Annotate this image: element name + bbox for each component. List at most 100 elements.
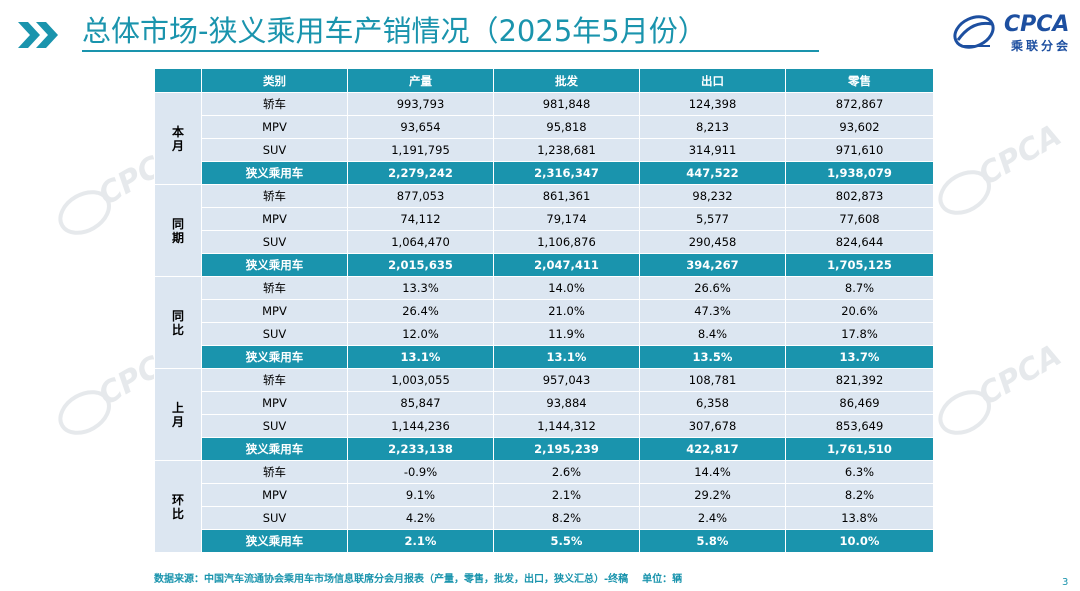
value-cell: 5,577 <box>639 207 786 231</box>
watermark-logo-icon: CPCA <box>938 340 1068 435</box>
value-cell: 1,144,236 <box>347 414 494 438</box>
category-cell: 轿车 <box>201 276 348 300</box>
table-total-row: 狭义乘用车 2,015,635 2,047,411 394,267 1,705,125 <box>155 253 934 277</box>
col-header: 产量 <box>347 68 494 93</box>
corner-cell <box>154 68 202 93</box>
group-label: 环比 <box>154 460 202 553</box>
value-cell: 47.3% <box>639 299 786 323</box>
category-cell: MPV <box>201 391 348 415</box>
value-cell: 6,358 <box>639 391 786 415</box>
category-cell: 轿车 <box>201 460 348 484</box>
category-cell: 轿车 <box>201 184 348 208</box>
category-cell: 狭义乘用车 <box>201 345 348 369</box>
value-cell: 74,112 <box>347 207 494 231</box>
category-cell: 轿车 <box>201 368 348 392</box>
category-cell: MPV <box>201 115 348 139</box>
value-cell: 821,392 <box>785 368 934 392</box>
value-cell: 4.2% <box>347 506 494 530</box>
value-cell: 13.7% <box>785 345 934 369</box>
value-cell: 2,279,242 <box>347 161 494 185</box>
value-cell: 29.2% <box>639 483 786 507</box>
unit-text: 单位：辆 <box>642 574 683 585</box>
value-cell: 14.4% <box>639 460 786 484</box>
value-cell: 861,361 <box>493 184 640 208</box>
value-cell: 1,106,876 <box>493 230 640 254</box>
table-row: SUV 12.0% 11.9% 8.4% 17.8% <box>155 322 934 346</box>
value-cell: 79,174 <box>493 207 640 231</box>
value-cell: 1,938,079 <box>785 161 934 185</box>
value-cell: 13.5% <box>639 345 786 369</box>
value-cell: 1,705,125 <box>785 253 934 277</box>
value-cell: 8.4% <box>639 322 786 346</box>
table-row: 环比 轿车 -0.9% 2.6% 14.4% 6.3% <box>154 460 934 553</box>
value-cell: 2,047,411 <box>493 253 640 277</box>
value-cell: 14.0% <box>493 276 640 300</box>
value-cell: 85,847 <box>347 391 494 415</box>
category-cell: 轿车 <box>201 92 348 116</box>
group-label-text: 环比 <box>171 492 184 521</box>
col-header: 零售 <box>785 68 934 93</box>
value-cell: 2,233,138 <box>347 437 494 461</box>
table-header-row: 类别 产量 批发 出口 零售 <box>154 68 934 93</box>
value-cell: 8,213 <box>639 115 786 139</box>
table-row: MPV 9.1% 2.1% 29.2% 8.2% <box>155 483 934 507</box>
value-cell: 13.8% <box>785 506 934 530</box>
category-cell: MPV <box>201 207 348 231</box>
table-row: SUV 1,064,470 1,106,876 290,458 824,644 <box>155 230 934 254</box>
value-cell: 877,053 <box>347 184 494 208</box>
value-cell: 957,043 <box>493 368 640 392</box>
value-cell: 422,817 <box>639 437 786 461</box>
category-cell: MPV <box>201 483 348 507</box>
value-cell: 13.3% <box>347 276 494 300</box>
logo-text-cn: 乘联分会 <box>1011 39 1072 53</box>
category-cell: 狭义乘用车 <box>201 161 348 185</box>
table-total-row: 狭义乘用车 13.1% 13.1% 13.5% 13.7% <box>155 345 934 369</box>
table-row: 同比 轿车 13.3% 14.0% 26.6% 8.7% <box>154 276 934 369</box>
value-cell: 2,316,347 <box>493 161 640 185</box>
value-cell: 1,003,055 <box>347 368 494 392</box>
value-cell: 13.1% <box>347 345 494 369</box>
value-cell: 2.1% <box>347 529 494 553</box>
table-total-row: 狭义乘用车 2.1% 5.5% 5.8% 10.0% <box>155 529 934 553</box>
value-cell: 981,848 <box>493 92 640 116</box>
group-label-text: 本月 <box>171 124 184 153</box>
value-cell: 394,267 <box>639 253 786 277</box>
source-note: 数据来源：中国汽车流通协会乘用车市场信息联席分会月报表（产量，零售，批发，出口，… <box>154 570 682 585</box>
value-cell: 872,867 <box>785 92 934 116</box>
value-cell: 5.8% <box>639 529 786 553</box>
category-cell: SUV <box>201 506 348 530</box>
category-cell: MPV <box>201 299 348 323</box>
value-cell: 5.5% <box>493 529 640 553</box>
value-cell: 20.6% <box>785 299 934 323</box>
value-cell: 95,818 <box>493 115 640 139</box>
group-label-text: 上月 <box>171 400 184 429</box>
group-label: 同比 <box>154 276 202 369</box>
value-cell: 971,610 <box>785 138 934 162</box>
category-cell: 狭义乘用车 <box>201 529 348 553</box>
group-label-text: 同比 <box>171 308 184 337</box>
value-cell: 17.8% <box>785 322 934 346</box>
value-cell: 1,144,312 <box>493 414 640 438</box>
value-cell: 993,793 <box>347 92 494 116</box>
value-cell: 447,522 <box>639 161 786 185</box>
value-cell: 2.6% <box>493 460 640 484</box>
logo-text-en: CPCA <box>1004 12 1070 37</box>
value-cell: 2,015,635 <box>347 253 494 277</box>
value-cell: -0.9% <box>347 460 494 484</box>
page-title: 总体市场-狭义乘用车产销情况（2025年5月份） <box>82 14 707 48</box>
value-cell: 93,654 <box>347 115 494 139</box>
value-cell: 853,649 <box>785 414 934 438</box>
value-cell: 93,602 <box>785 115 934 139</box>
value-cell: 26.4% <box>347 299 494 323</box>
category-cell: SUV <box>201 230 348 254</box>
value-cell: 307,678 <box>639 414 786 438</box>
table-row: MPV 93,654 95,818 8,213 93,602 <box>155 115 934 139</box>
value-cell: 11.9% <box>493 322 640 346</box>
value-cell: 824,644 <box>785 230 934 254</box>
value-cell: 8.2% <box>493 506 640 530</box>
value-cell: 1,238,681 <box>493 138 640 162</box>
table-row: MPV 26.4% 21.0% 47.3% 20.6% <box>155 299 934 323</box>
table-body: 本月 轿车 993,793 981,848 124,398 872,867 MPV 93,65… <box>154 92 934 553</box>
group-label-text: 同期 <box>171 216 184 245</box>
col-header: 批发 <box>493 68 640 93</box>
